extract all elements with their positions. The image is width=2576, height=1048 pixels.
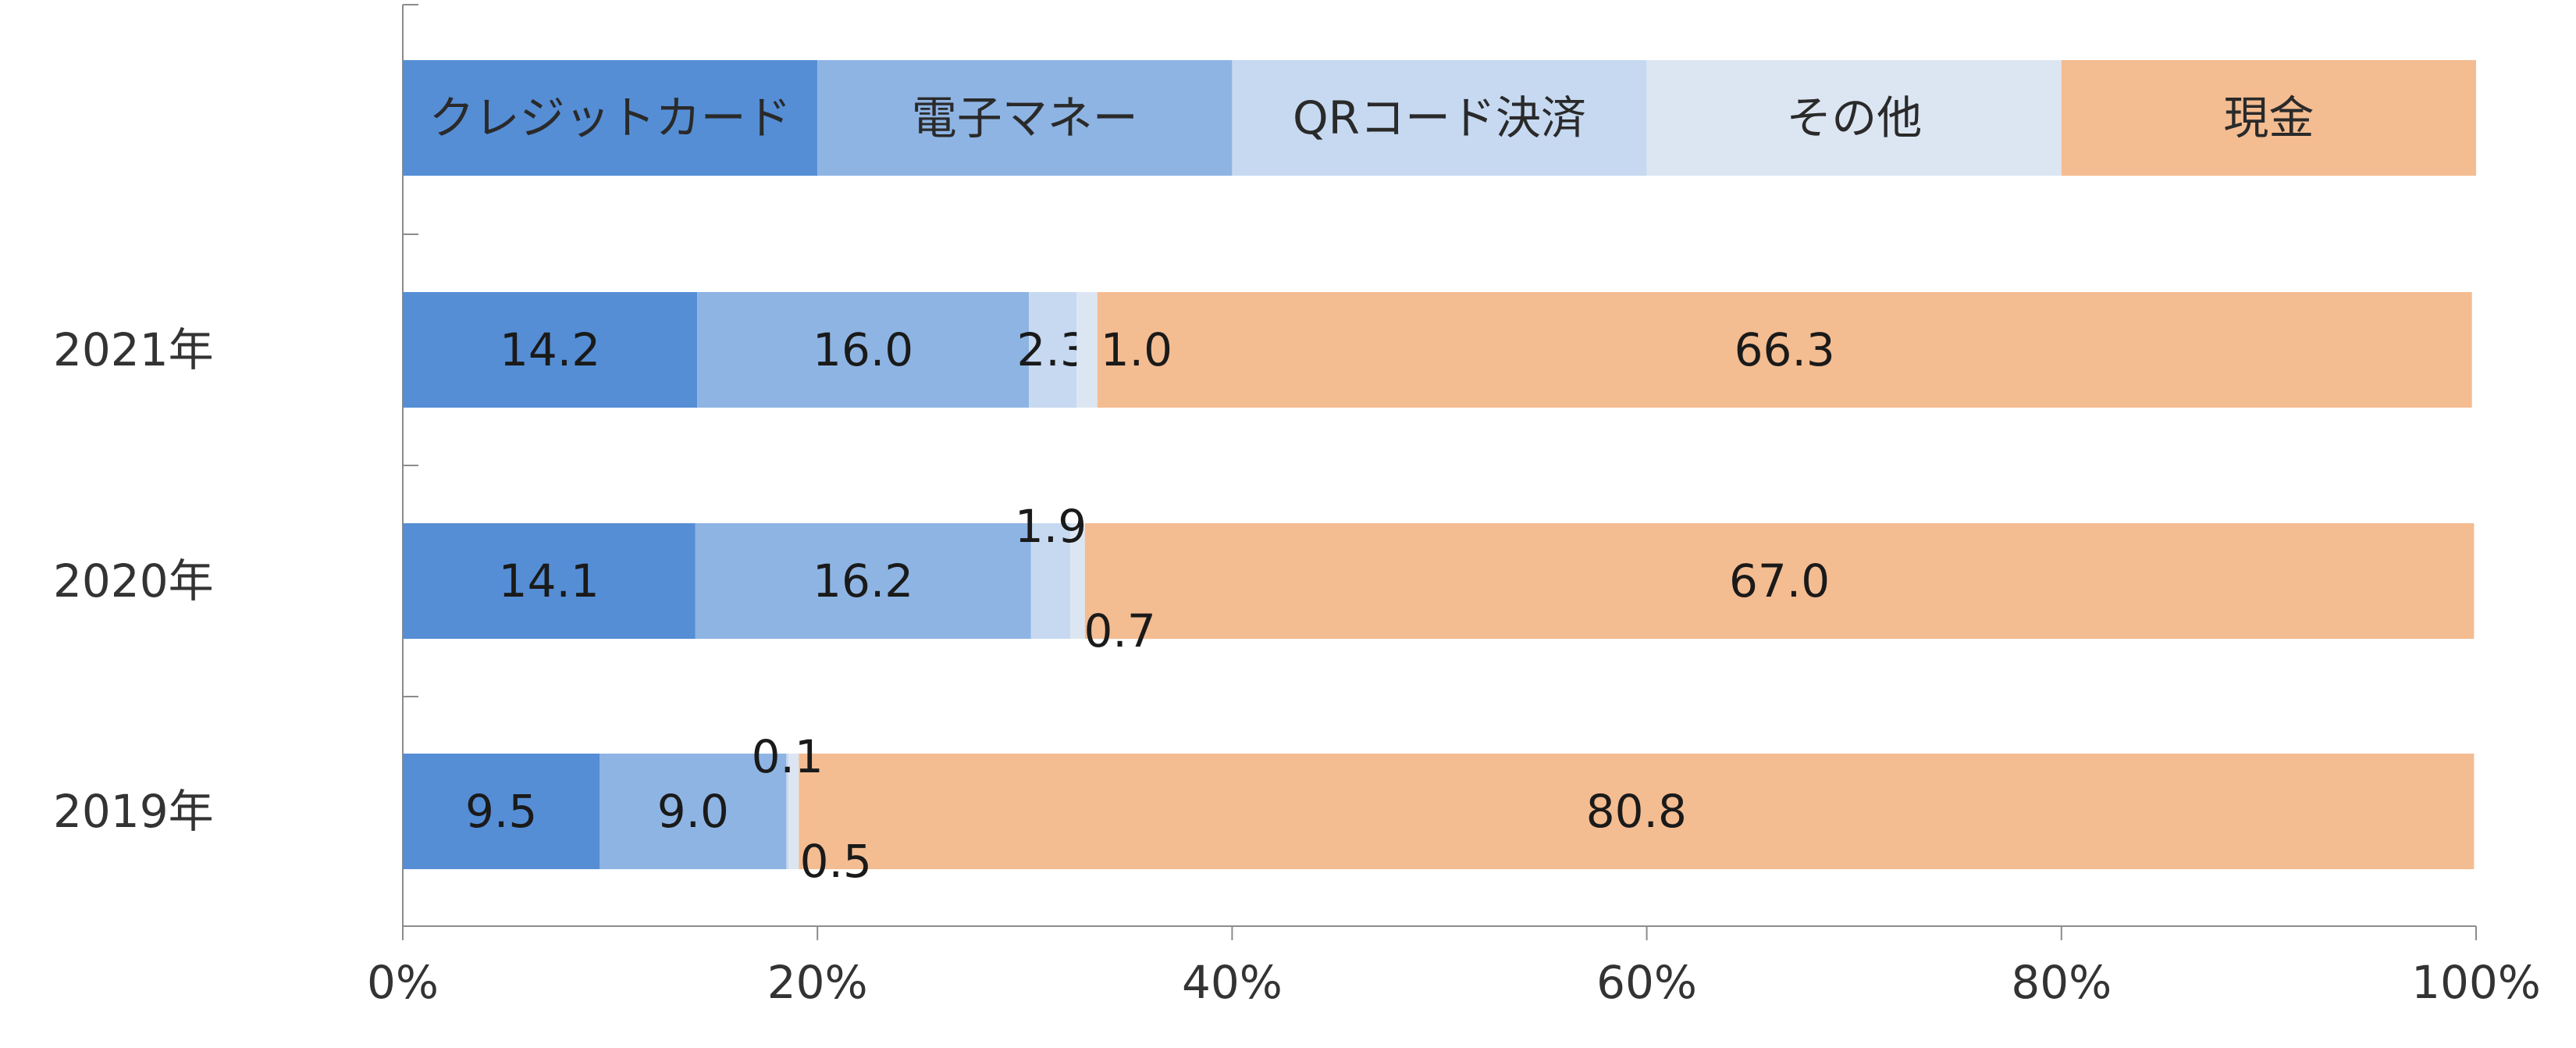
- bar-segment: [1029, 292, 1077, 408]
- x-tick-label: 40%: [1182, 956, 1283, 1009]
- bar-segment: [403, 523, 696, 639]
- data-label: 67.0: [1729, 554, 1830, 608]
- bar-segment: [799, 754, 2475, 869]
- bar-segment: [695, 523, 1031, 639]
- data-label: 66.3: [1735, 323, 1835, 376]
- bar-segment: [403, 292, 698, 408]
- y-category-label: 2019年: [53, 785, 214, 838]
- bar-segment: [600, 754, 787, 869]
- y-category-label: 2020年: [53, 554, 214, 608]
- data-label: 16.0: [813, 323, 913, 376]
- data-label: 0.7: [1084, 604, 1156, 658]
- x-tick-label: 80%: [2011, 956, 2112, 1009]
- legend-label: QRコード決済: [1293, 91, 1586, 144]
- legend-label: その他: [1786, 91, 1922, 144]
- legend-swatch: [403, 60, 818, 176]
- bar-segment: [697, 292, 1030, 408]
- x-tick-label: 60%: [1596, 956, 1697, 1009]
- bar-segment: [1097, 292, 2472, 408]
- data-label: 0.1: [752, 730, 824, 783]
- bar-segment: [1076, 292, 1098, 408]
- data-label: 1.0: [1101, 323, 1172, 376]
- y-category-label: 2021年: [53, 323, 214, 376]
- bar-segment: [1030, 523, 1071, 639]
- legend-label: 現金: [2223, 91, 2314, 144]
- legend-swatch: [1232, 60, 1647, 176]
- bar-segment: [403, 754, 600, 869]
- bar-segment: [1070, 523, 1085, 639]
- legend-swatch: [1646, 60, 2062, 176]
- data-label: 1.9: [1015, 500, 1087, 553]
- legend-swatch: [2061, 60, 2476, 176]
- bar-segment: [1084, 523, 2475, 639]
- x-tick-label: 20%: [767, 956, 868, 1009]
- data-label: 16.2: [813, 554, 913, 608]
- data-label: 80.8: [1586, 785, 1687, 838]
- data-label: 9.0: [657, 785, 729, 838]
- legend-label: クレジットカード: [429, 91, 792, 144]
- x-tick-label: 100%: [2411, 956, 2541, 1009]
- data-label: 0.5: [800, 835, 872, 888]
- bar-segment: [786, 754, 789, 869]
- x-tick-label: 0%: [367, 956, 439, 1009]
- data-label: 14.1: [499, 554, 600, 608]
- legend-label: 電子マネー: [912, 91, 1138, 144]
- bar-segment: [788, 754, 799, 869]
- legend-swatch: [817, 60, 1233, 176]
- data-label: 14.2: [500, 323, 600, 376]
- data-label: 9.5: [465, 785, 537, 838]
